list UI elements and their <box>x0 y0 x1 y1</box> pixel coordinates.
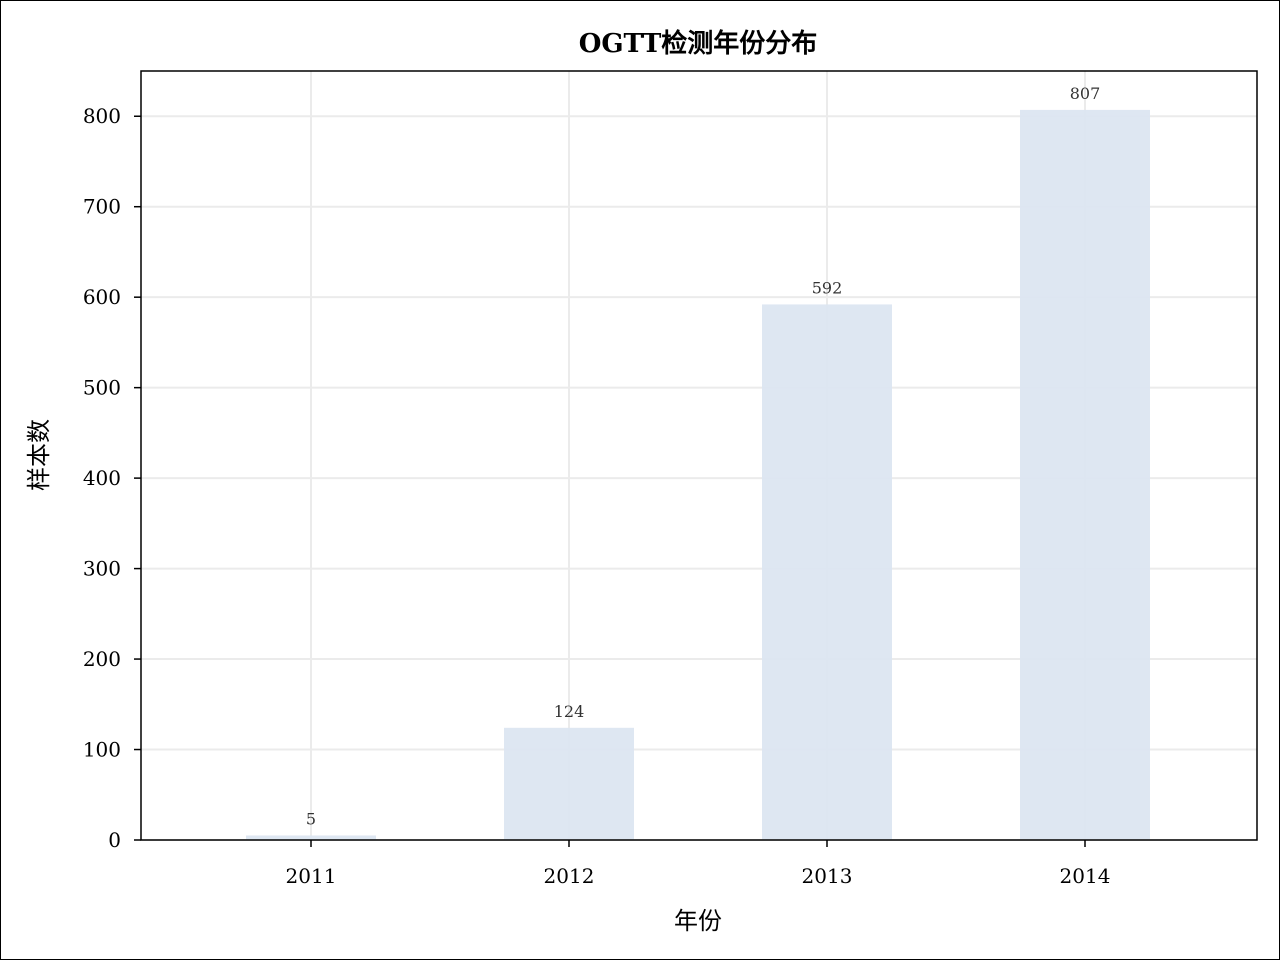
bar-2011 <box>246 835 376 840</box>
x-axis-ticks: 2011 2012 2013 2014 <box>286 840 1111 888</box>
y-tick-label: 100 <box>83 738 121 762</box>
y-axis-label: 样本数 <box>25 419 53 491</box>
y-tick-label: 0 <box>108 828 121 852</box>
x-tick-label-2013: 2013 <box>802 864 853 888</box>
data-label-2013: 592 <box>812 278 843 297</box>
y-tick-label: 400 <box>83 466 121 490</box>
plot-area-border <box>140 70 1258 841</box>
data-labels: 5 124 592 807 <box>306 84 1100 829</box>
x-tick-label-2012: 2012 <box>544 864 595 888</box>
x-tick-label-2014: 2014 <box>1060 864 1111 888</box>
data-label-2014: 807 <box>1070 84 1101 103</box>
y-tick-label: 500 <box>83 376 121 400</box>
data-label-2012: 124 <box>554 702 585 721</box>
y-tick-label: 700 <box>83 195 121 219</box>
chart-title: OGTT检测年份分布 <box>579 28 818 59</box>
bar-2014 <box>1020 109 1150 841</box>
bar-2013 <box>762 304 892 840</box>
y-tick-label: 800 <box>83 104 121 128</box>
y-tick-label: 200 <box>83 647 121 671</box>
bar-2012 <box>504 727 634 840</box>
bars <box>246 109 1150 841</box>
y-tick-label: 300 <box>83 557 121 581</box>
x-tick-label-2011: 2011 <box>286 864 337 888</box>
data-label-2011: 5 <box>306 809 316 828</box>
x-axis-label: 年份 <box>674 907 722 935</box>
y-axis-ticks: 0 100 200 300 400 500 600 700 800 <box>83 104 141 852</box>
y-tick-label: 600 <box>83 285 121 309</box>
